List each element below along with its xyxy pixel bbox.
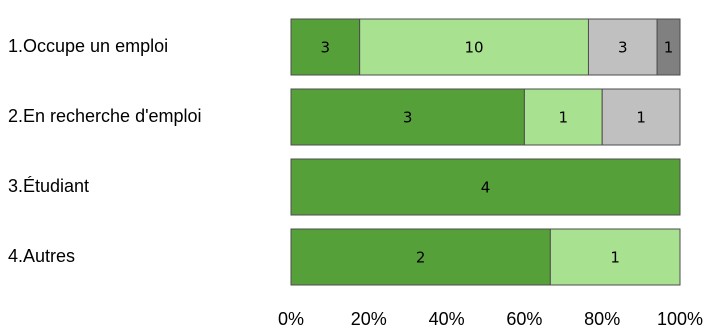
category-label: 4.Autres — [8, 246, 75, 266]
category-label: 3.Étudiant — [8, 176, 89, 196]
value-label: 1 — [636, 109, 646, 127]
bar-segment — [290, 158, 681, 216]
bar-segment — [587, 18, 658, 76]
bars-group — [290, 18, 681, 286]
bar-segment — [290, 18, 361, 76]
x-axis-tick-labels: 0% 20% 40% 60% 80% 100% — [278, 309, 703, 329]
bar-segment — [656, 18, 681, 76]
bar-segment — [359, 18, 589, 76]
category-label: 1.Occupe un emploi — [8, 36, 168, 56]
x-tick-label: 20% — [351, 309, 387, 329]
value-label: 2 — [416, 249, 426, 267]
bar-segment — [601, 88, 681, 146]
x-tick-label: 100% — [657, 309, 703, 329]
value-label: 10 — [465, 39, 484, 57]
bar-segment — [290, 88, 525, 146]
value-label: 1 — [664, 39, 674, 57]
category-labels: 1.Occupe un emploi 2.En recherche d'emplo… — [8, 36, 202, 266]
value-label: 3 — [321, 39, 331, 57]
x-tick-label: 40% — [429, 309, 465, 329]
bar-segment — [290, 228, 551, 286]
value-label: 4 — [481, 179, 491, 197]
value-label: 1 — [610, 249, 620, 267]
bar-segment — [523, 88, 603, 146]
value-label: 3 — [403, 109, 413, 127]
value-label: 3 — [618, 39, 628, 57]
bar-segment — [549, 228, 681, 286]
x-tick-label: 80% — [584, 309, 620, 329]
x-tick-label: 60% — [506, 309, 542, 329]
x-tick-label: 0% — [278, 309, 304, 329]
value-labels: 3 10 3 1 3 1 1 4 2 1 — [321, 39, 674, 267]
category-label: 2.En recherche d'emploi — [8, 106, 202, 126]
value-label: 1 — [559, 109, 569, 127]
